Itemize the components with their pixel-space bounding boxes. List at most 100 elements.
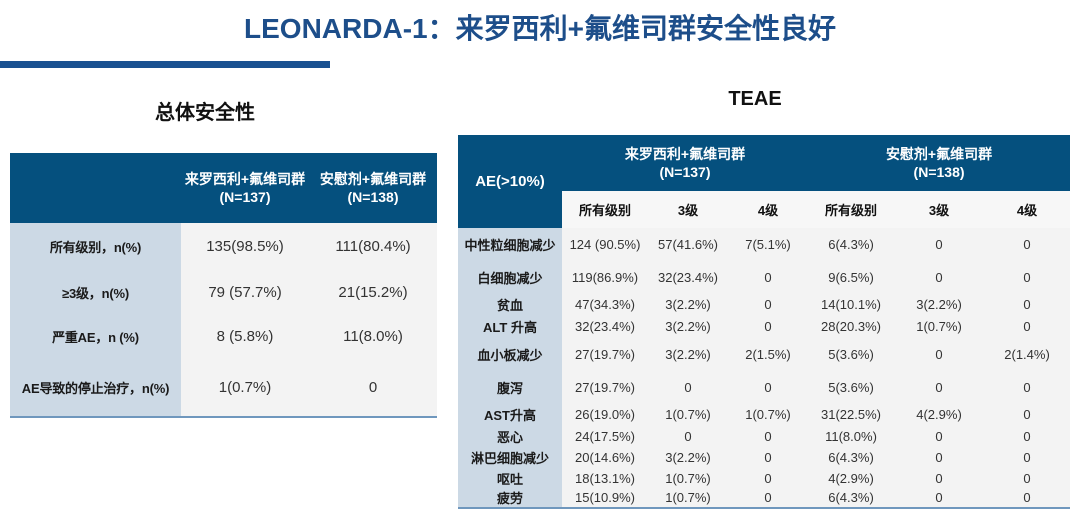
slide-title: LEONARDA-1：来罗西利+氟维司群安全性良好 [244, 13, 836, 44]
data-cell: 4(2.9%) [894, 403, 985, 425]
data-cell: 3(2.2%) [648, 337, 728, 371]
data-cell: 28(20.3%) [808, 315, 895, 337]
data-cell: 0 [984, 293, 1071, 315]
row-label: 呕吐 [458, 468, 562, 488]
row-label: ALT 升高 [458, 315, 562, 337]
data-cell: 0 [984, 488, 1071, 508]
group-header-lerociclib-arm: 来罗西利+氟维司群 (N=137) [562, 135, 809, 191]
data-cell: 0 [648, 371, 728, 403]
data-cell: 1(0.7%) [648, 468, 728, 488]
row-label: 白细胞减少 [458, 261, 562, 293]
data-cell: 20(14.6%) [562, 447, 648, 468]
row-label: 腹泻 [458, 371, 562, 403]
row-label: 血小板减少 [458, 337, 562, 371]
table-row: 恶心 24(17.5%) 0 0 11(8.0%) 0 0 [458, 425, 1071, 447]
data-cell: 47(34.3%) [562, 293, 648, 315]
data-cell: 0 [984, 371, 1071, 403]
subcolumn-all-grades: 所有级别 [808, 191, 895, 228]
row-label: 疲劳 [458, 488, 562, 508]
teae-group-header-row: AE(>10%) 来罗西利+氟维司群 (N=137) 安慰剂+氟维司群 (N=1… [458, 135, 1071, 228]
data-cell: 0 [894, 488, 985, 508]
arm-name: 来罗西利+氟维司群 [624, 145, 746, 162]
subcolumn-grade3: 3级 [894, 191, 985, 228]
data-cell: 0 [894, 337, 985, 371]
row-label: AE导致的停止治疗，n(%) [10, 358, 181, 417]
data-cell: 3(2.2%) [648, 447, 728, 468]
data-cell: 32(23.4%) [648, 261, 728, 293]
data-cell: 0 [894, 228, 985, 261]
table-row: AST升高 26(19.0%) 1(0.7%) 1(0.7%) 31(22.5%) 4(2… [458, 403, 1071, 425]
column-header-placebo-arm: 安慰剂+氟维司群 (N=138) [309, 153, 437, 223]
subcolumn-grade3: 3级 [648, 191, 728, 228]
data-cell: 0 [984, 468, 1071, 488]
data-cell: 0 [728, 488, 809, 508]
data-cell: 8 (5.8%) [181, 315, 309, 358]
data-cell: 57(41.6%) [648, 228, 728, 261]
data-cell: 0 [984, 261, 1071, 293]
arm-n: (N=137) [219, 189, 271, 205]
data-cell: 1(0.7%) [648, 403, 728, 425]
table-row: 所有级别，n(%) 135(98.5%) 111(80.4%) [10, 223, 437, 270]
teae-title: TEAE [728, 88, 782, 110]
table-row: 严重AE，n (%) 8 (5.8%) 11(8.0%) [10, 315, 437, 358]
data-cell: 0 [728, 293, 809, 315]
data-cell: 0 [894, 425, 985, 447]
data-cell: 24(17.5%) [562, 425, 648, 447]
data-cell: 0 [984, 447, 1071, 468]
data-cell: 2(1.4%) [984, 337, 1071, 371]
data-cell: 31(22.5%) [808, 403, 895, 425]
data-cell: 3(2.2%) [648, 315, 728, 337]
data-cell: 6(4.3%) [808, 228, 895, 261]
data-cell: 124 (90.5%) [562, 228, 648, 261]
arm-name: 来罗西利+氟维司群 [184, 170, 306, 187]
group-header-placebo-arm: 安慰剂+氟维司群 (N=138) [808, 135, 1071, 191]
data-cell: 0 [894, 371, 985, 403]
data-cell: 26(19.0%) [562, 403, 648, 425]
data-cell: 0 [894, 468, 985, 488]
data-cell: 0 [309, 358, 437, 417]
data-cell: 11(8.0%) [309, 315, 437, 358]
teae-table: AE(>10%) 来罗西利+氟维司群 (N=137) 安慰剂+氟维司群 (N=1… [458, 135, 1071, 509]
table-row: 中性粒细胞减少 124 (90.5%) 57(41.6%) 7(5.1%) 6(4.3%… [458, 228, 1071, 261]
arm-n: (N=138) [347, 189, 399, 205]
data-cell: 0 [984, 403, 1071, 425]
row-label: 所有级别，n(%) [10, 223, 181, 270]
data-cell: 111(80.4%) [309, 223, 437, 270]
row-label: ≥3级，n(%) [10, 270, 181, 315]
data-cell: 14(10.1%) [808, 293, 895, 315]
data-cell: 2(1.5%) [728, 337, 809, 371]
data-cell: 21(15.2%) [309, 270, 437, 315]
data-cell: 0 [728, 468, 809, 488]
table-row: 贫血 47(34.3%) 3(2.2%) 0 14(10.1%) 3(2.2%) 0 [458, 293, 1071, 315]
subcolumn-all-grades: 所有级别 [562, 191, 648, 228]
data-cell: 6(4.3%) [808, 488, 895, 508]
table-row: ALT 升高 32(23.4%) 3(2.2%) 0 28(20.3%) 1(0.7%) 0 [458, 315, 1071, 337]
data-cell: 3(2.2%) [894, 293, 985, 315]
data-cell: 0 [984, 315, 1071, 337]
row-label: 恶心 [458, 425, 562, 447]
data-cell: 7(5.1%) [728, 228, 809, 261]
arm-name: 安慰剂+氟维司群 [319, 170, 427, 187]
data-cell: 0 [728, 425, 809, 447]
data-cell: 32(23.4%) [562, 315, 648, 337]
column-header-lerociclib-arm: 来罗西利+氟维司群 (N=137) [181, 153, 309, 223]
ae-threshold-header: AE(>10%) [458, 135, 562, 228]
data-cell: 79 (57.7%) [181, 270, 309, 315]
data-cell: 0 [648, 425, 728, 447]
data-cell: 27(19.7%) [562, 337, 648, 371]
data-cell: 0 [728, 447, 809, 468]
data-cell: 6(4.3%) [808, 447, 895, 468]
table-row: 白细胞减少 119(86.9%) 32(23.4%) 0 9(6.5%) 0 0 [458, 261, 1071, 293]
data-cell: 1(0.7%) [648, 488, 728, 508]
row-label: 淋巴细胞减少 [458, 447, 562, 468]
table-row: AE导致的停止治疗，n(%) 1(0.7%) 0 [10, 358, 437, 417]
table-row: 腹泻 27(19.7%) 0 0 5(3.6%) 0 0 [458, 371, 1071, 403]
row-label: 贫血 [458, 293, 562, 315]
data-cell: 4(2.9%) [808, 468, 895, 488]
arm-n: (N=137) [659, 164, 711, 180]
data-cell: 119(86.9%) [562, 261, 648, 293]
table-row: ≥3级，n(%) 79 (57.7%) 21(15.2%) [10, 270, 437, 315]
data-cell: 1(0.7%) [181, 358, 309, 417]
data-cell: 1(0.7%) [728, 403, 809, 425]
